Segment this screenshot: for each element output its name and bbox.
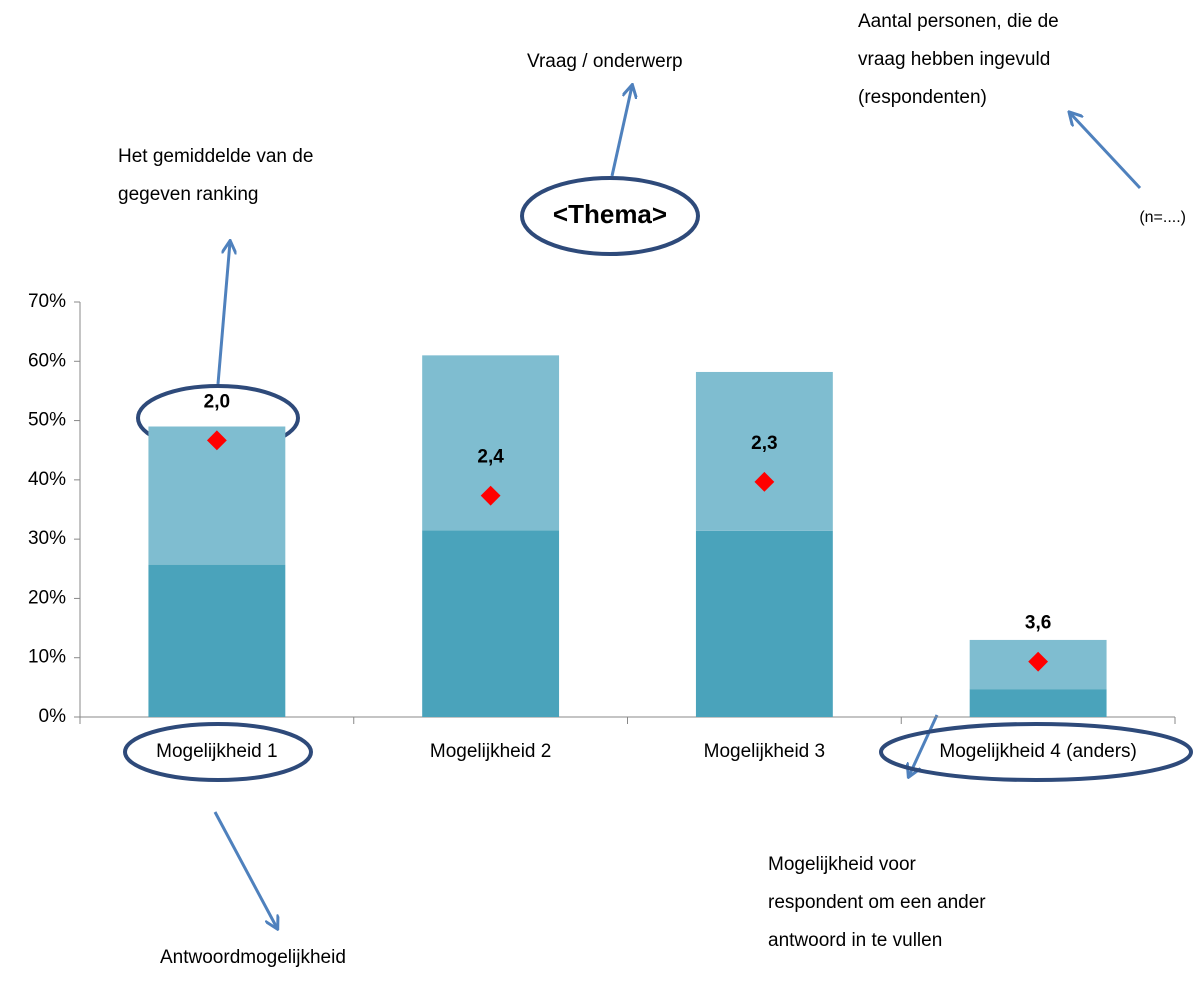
- y-tick-label: 30%: [28, 528, 66, 549]
- annotation: Vraag / onderwerp: [527, 51, 683, 72]
- arrow: [1070, 113, 1142, 190]
- y-tick-label: 40%: [28, 469, 66, 490]
- annotation-graphics: [123, 86, 1193, 928]
- bar-segment: [422, 530, 560, 717]
- y-tick-label: 10%: [28, 647, 66, 668]
- highlight-ring: [123, 722, 313, 782]
- y-tick-label: 70%: [28, 291, 66, 312]
- annotation: Het gemiddelde van de: [118, 146, 313, 167]
- x-tick-label: Mogelijkheid 3: [704, 741, 825, 762]
- x-tick-label: Mogelijkheid 2: [430, 741, 551, 762]
- chart-title: <Thema>: [553, 199, 667, 229]
- chart-subtitle: (n=....): [1139, 209, 1186, 226]
- average-marker: [480, 485, 501, 506]
- arrow: [610, 86, 632, 177]
- average-marker: [1028, 651, 1049, 672]
- annotation: (respondenten): [858, 87, 987, 108]
- bar-segment: [148, 564, 286, 717]
- annotation: Mogelijkheid voor: [768, 854, 917, 875]
- data-label: 2,4: [477, 447, 504, 468]
- y-tick-label: 20%: [28, 587, 66, 608]
- highlight-ring: [520, 176, 700, 256]
- data-label: 2,0: [204, 391, 230, 412]
- bar-segment: [969, 689, 1107, 717]
- y-tick-label: 0%: [39, 706, 67, 727]
- arrow: [909, 714, 939, 776]
- annotation: respondent om een ander: [768, 892, 986, 913]
- arrow: [213, 811, 277, 928]
- data-label: 2,3: [751, 433, 777, 454]
- average-marker: [206, 430, 227, 451]
- highlight-ring: [879, 722, 1193, 782]
- annotation: gegeven ranking: [118, 184, 259, 205]
- annotation: Antwoordmogelijkheid: [160, 947, 346, 968]
- x-tick-label: Mogelijkheid 4 (anders): [939, 741, 1137, 762]
- bar-segment: [695, 371, 833, 531]
- y-tick-label: 60%: [28, 350, 66, 371]
- y-tick-label: 50%: [28, 410, 66, 431]
- annotation: antwoord in te vullen: [768, 930, 942, 951]
- annotation: vraag hebben ingevuld: [858, 49, 1050, 70]
- average-marker: [754, 471, 775, 492]
- x-tick-label: Mogelijkheid 1: [156, 741, 277, 762]
- data-label: 3,6: [1025, 613, 1051, 634]
- annotation: Aantal personen, die de: [858, 11, 1059, 32]
- bar-segment: [695, 530, 833, 717]
- arrow: [216, 242, 230, 385]
